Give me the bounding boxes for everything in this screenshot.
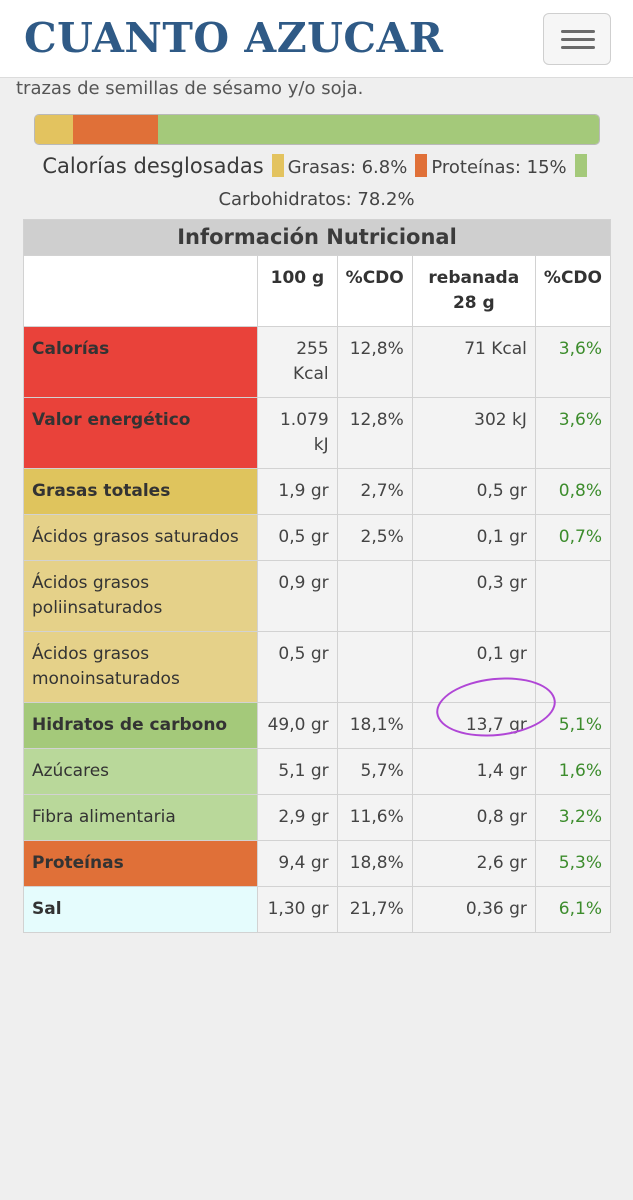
row-name: Azúcares — [22, 748, 259, 795]
legend-carbs: Carbohidratos: 78.2% — [218, 189, 415, 210]
table-caption: Información Nutricional — [23, 219, 611, 256]
header-100g: 100 g — [257, 255, 338, 327]
cdo-slice — [534, 631, 612, 703]
legend-title: Calorías desglosadas — [42, 154, 264, 178]
cdo-slice: 5,3% — [534, 840, 612, 887]
value-slice: 13,7 gr — [411, 702, 536, 749]
table-header-row: 100 g %CDO rebanada 28 g %CDO — [22, 255, 612, 327]
value-slice: 0,3 gr — [411, 560, 536, 632]
table-row: Grasas totales 1,9 gr 2,7% 0,5 gr 0,8% — [22, 468, 612, 515]
menu-bar — [561, 38, 595, 41]
value-slice: 0,1 gr — [411, 514, 536, 561]
cdo-100g: 2,5% — [336, 514, 413, 561]
header-empty — [22, 255, 259, 327]
value-100g: 2,9 gr — [257, 794, 338, 841]
cdo-slice — [534, 560, 612, 632]
legend-protein: Proteínas: 15% — [431, 157, 567, 178]
table-row: Ácidos grasos poliinsaturados 0,9 gr 0,3… — [22, 560, 612, 632]
cdo-100g: 18,1% — [336, 702, 413, 749]
cdo-100g: 12,8% — [336, 397, 413, 469]
value-100g: 5,1 gr — [257, 748, 338, 795]
cdo-100g: 11,6% — [336, 794, 413, 841]
cdo-slice: 3,6% — [534, 326, 612, 398]
legend-fat: Grasas: 6.8% — [287, 157, 408, 178]
carbs-swatch — [574, 154, 587, 177]
value-slice: 0,8 gr — [411, 794, 536, 841]
cdo-100g: 12,8% — [336, 326, 413, 398]
value-slice: 71 Kcal — [411, 326, 536, 398]
carbs-segment — [157, 115, 599, 144]
header-cdo-slice: %CDO — [534, 255, 612, 327]
fat-segment — [35, 115, 74, 144]
row-name: Ácidos grasos monoinsaturados — [22, 631, 259, 703]
table-row: Sal 1,30 gr 21,7% 0,36 gr 6,1% — [22, 886, 612, 933]
row-name: Sal — [22, 886, 259, 933]
value-slice: 0,5 gr — [411, 468, 536, 515]
value-100g: 1,30 gr — [257, 886, 338, 933]
row-name: Ácidos grasos saturados — [22, 514, 259, 561]
table-row: Hidratos de carbono 49,0 gr 18,1% 13,7 g… — [22, 702, 612, 749]
site-header: CUANTO AZUCAR — [0, 0, 633, 78]
header-slice: rebanada 28 g — [411, 255, 536, 327]
value-100g: 9,4 gr — [257, 840, 338, 887]
ingredients-text: trazas de semillas de sésamo y/o soja. — [16, 78, 364, 99]
cdo-100g — [336, 631, 413, 703]
table-row: Fibra alimentaria 2,9 gr 11,6% 0,8 gr 3,… — [22, 794, 612, 841]
fat-swatch — [271, 154, 284, 177]
cdo-100g — [336, 560, 413, 632]
value-slice: 0,1 gr — [411, 631, 536, 703]
cdo-slice: 3,2% — [534, 794, 612, 841]
table-row: Azúcares 5,1 gr 5,7% 1,4 gr 1,6% — [22, 748, 612, 795]
cdo-slice: 0,7% — [534, 514, 612, 561]
menu-bar — [561, 30, 595, 33]
protein-swatch — [415, 154, 428, 177]
value-100g: 1,9 gr — [257, 468, 338, 515]
row-name: Calorías — [22, 326, 259, 398]
row-name: Valor energético — [22, 397, 259, 469]
menu-bar — [561, 46, 595, 49]
value-slice: 1,4 gr — [411, 748, 536, 795]
value-100g: 0,5 gr — [257, 514, 338, 561]
cdo-slice: 1,6% — [534, 748, 612, 795]
calories-legend: Calorías desglosadas Grasas: 6.8% Proteína… — [20, 150, 613, 216]
calories-breakdown-bar — [34, 114, 600, 145]
value-slice: 0,36 gr — [411, 886, 536, 933]
cdo-slice: 6,1% — [534, 886, 612, 933]
row-name: Grasas totales — [22, 468, 259, 515]
table-row: Valor energético 1.079 kJ 12,8% 302 kJ 3… — [22, 397, 612, 469]
table-row: Ácidos grasos monoinsaturados 0,5 gr 0,1… — [22, 631, 612, 703]
protein-segment — [73, 115, 158, 144]
site-logo[interactable]: CUANTO AZUCAR — [24, 14, 444, 62]
cdo-100g: 2,7% — [336, 468, 413, 515]
row-name: Hidratos de carbono — [22, 702, 259, 749]
header-cdo: %CDO — [336, 255, 413, 327]
nutrition-table: Información Nutricional 100 g %CDO reban… — [22, 219, 612, 933]
value-slice: 302 kJ — [411, 397, 536, 469]
table-row: Ácidos grasos saturados 0,5 gr 2,5% 0,1 … — [22, 514, 612, 561]
value-100g: 255 Kcal — [257, 326, 338, 398]
cdo-100g: 18,8% — [336, 840, 413, 887]
cdo-100g: 5,7% — [336, 748, 413, 795]
cdo-slice: 3,6% — [534, 397, 612, 469]
cdo-100g: 21,7% — [336, 886, 413, 933]
value-100g: 0,9 gr — [257, 560, 338, 632]
row-name: Fibra alimentaria — [22, 794, 259, 841]
value-100g: 49,0 gr — [257, 702, 338, 749]
table-row: Calorías 255 Kcal 12,8% 71 Kcal 3,6% — [22, 326, 612, 398]
value-100g: 0,5 gr — [257, 631, 338, 703]
row-name: Proteínas — [22, 840, 259, 887]
cdo-slice: 5,1% — [534, 702, 612, 749]
cdo-slice: 0,8% — [534, 468, 612, 515]
value-100g: 1.079 kJ — [257, 397, 338, 469]
row-name: Ácidos grasos poliinsaturados — [22, 560, 259, 632]
hamburger-menu-icon[interactable] — [543, 13, 611, 65]
table-row: Proteínas 9,4 gr 18,8% 2,6 gr 5,3% — [22, 840, 612, 887]
value-slice: 2,6 gr — [411, 840, 536, 887]
